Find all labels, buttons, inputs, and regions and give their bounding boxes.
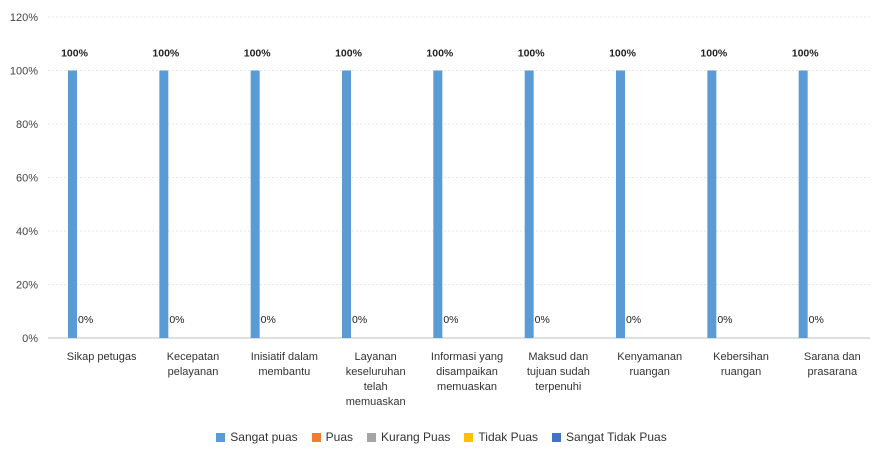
category-label: Sarana dan prasarana	[804, 351, 861, 378]
data-label: 0%	[261, 314, 276, 326]
legend-item: Sangat Tidak Puas	[552, 430, 667, 444]
data-label: 100%	[244, 48, 272, 60]
legend-label: Sangat Tidak Puas	[566, 430, 667, 444]
chart-svg: 0% 20% 40% 60% 80% 100% 120% 100% 0% Sikap petuga…	[10, 12, 870, 408]
data-label: 100%	[426, 48, 454, 60]
data-label: 100%	[61, 48, 89, 60]
data-label: 0%	[78, 314, 93, 326]
bar-sangat-puas	[524, 70, 534, 338]
data-label: 100%	[518, 48, 546, 60]
category-label: Sikap petugas	[67, 351, 137, 363]
data-label: 100%	[700, 48, 728, 60]
bar-sangat-puas	[342, 70, 351, 338]
legend-label: Tidak Puas	[478, 430, 538, 444]
legend-item: Kurang Puas	[367, 430, 450, 444]
data-label: 100%	[792, 48, 820, 60]
category-label: Informasi yang disampaikan memuaskan	[431, 351, 503, 393]
legend-item: Tidak Puas	[464, 430, 538, 444]
y-tick-label: 0%	[22, 333, 38, 345]
category-label: Kenyamanan ruangan	[617, 351, 682, 378]
legend-swatch	[464, 432, 474, 442]
y-tick-label: 80%	[16, 119, 38, 131]
legend-swatch	[552, 432, 561, 442]
legend-item: Puas	[311, 430, 354, 444]
category-label: Inisiatif dalam membantu	[251, 351, 318, 378]
data-label: 100%	[335, 48, 363, 60]
bar-sangat-puas	[433, 70, 443, 338]
data-label: 0%	[809, 314, 824, 326]
legend-item: Sangat puas	[216, 430, 298, 444]
bar-sangat-puas	[159, 70, 169, 338]
legend-label: Sangat puas	[230, 430, 298, 444]
bar-sangat-puas	[616, 70, 625, 338]
data-label: 0%	[169, 314, 184, 326]
data-label: 100%	[609, 48, 637, 60]
chart-legend: Sangat puas Puas Kurang Puas Tidak Puas Sang…	[0, 430, 883, 444]
data-label: 0%	[626, 314, 641, 326]
legend-swatch	[367, 432, 377, 442]
bar-sangat-puas	[68, 70, 77, 338]
data-label: 0%	[443, 314, 458, 326]
y-tick-label: 40%	[16, 226, 38, 238]
bar-sangat-puas	[798, 70, 808, 338]
y-tick-label: 120%	[10, 12, 38, 24]
legend-swatch	[311, 432, 321, 442]
category-label: Kecepatan pelayanan	[167, 351, 220, 378]
legend-swatch	[216, 432, 226, 442]
category-label: Layanan keseluruhan telah memuaskan	[346, 351, 406, 408]
y-tick-label: 20%	[16, 280, 38, 292]
bar-sangat-puas	[250, 70, 260, 338]
y-tick-label: 100%	[10, 66, 38, 78]
data-label: 0%	[352, 314, 367, 326]
bar-sangat-puas	[707, 70, 717, 338]
data-label: 0%	[535, 314, 550, 326]
category-label: Maksud dan tujuan sudah terpenuhi	[527, 351, 590, 393]
data-label: 100%	[152, 48, 180, 60]
data-label: 0%	[717, 314, 732, 326]
y-tick-label: 60%	[16, 173, 38, 185]
legend-label: Puas	[325, 430, 354, 444]
category-label: Kebersihan ruangan	[713, 351, 769, 378]
legend-label: Kurang Puas	[381, 430, 451, 444]
